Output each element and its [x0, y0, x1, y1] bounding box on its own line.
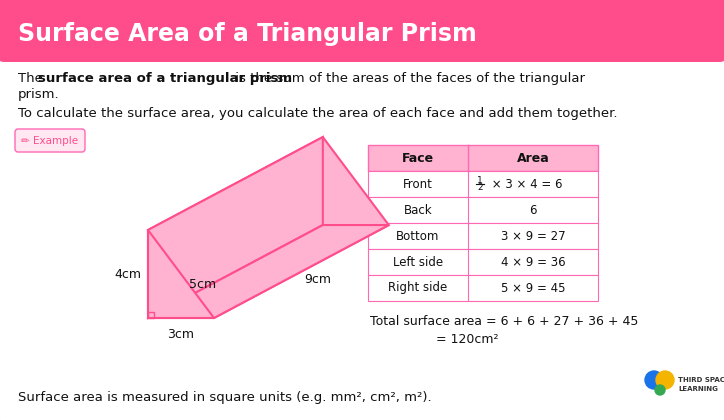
Text: 4 × 9 = 36: 4 × 9 = 36 [501, 255, 565, 268]
Text: 3 × 9 = 27: 3 × 9 = 27 [501, 229, 565, 242]
Circle shape [656, 371, 674, 389]
Text: 4cm: 4cm [114, 268, 141, 281]
Text: 3cm: 3cm [167, 328, 195, 341]
Bar [368, 223, 598, 249]
Text: LEARNING: LEARNING [678, 386, 718, 392]
FancyBboxPatch shape [0, 0, 724, 62]
Text: 5cm: 5cm [190, 278, 216, 291]
Polygon shape [148, 137, 389, 318]
Text: Back: Back [404, 204, 432, 216]
Polygon shape [148, 225, 389, 318]
Polygon shape [148, 137, 323, 318]
Text: 9cm: 9cm [304, 273, 331, 286]
Text: 6: 6 [529, 204, 536, 216]
Text: Total surface area = 6 + 6 + 27 + 36 + 45: Total surface area = 6 + 6 + 27 + 36 + 4… [370, 315, 639, 328]
Text: Face: Face [402, 152, 434, 165]
Circle shape [645, 371, 663, 389]
Bar [368, 275, 598, 301]
Text: 1: 1 [477, 176, 483, 185]
Text: × 3 × 4 = 6: × 3 × 4 = 6 [488, 178, 563, 191]
Text: 2: 2 [477, 183, 483, 192]
Text: Left side: Left side [393, 255, 443, 268]
Text: Surface Area of a Triangular Prism: Surface Area of a Triangular Prism [18, 22, 476, 46]
Text: Right side: Right side [388, 281, 447, 294]
Bar [4, 30, 720, 56]
Text: THIRD SPACE: THIRD SPACE [678, 377, 724, 383]
Text: Bottom: Bottom [396, 229, 439, 242]
Circle shape [655, 385, 665, 395]
Text: is the sum of the areas of the faces of the triangular: is the sum of the areas of the faces of … [231, 72, 585, 85]
Bar [368, 197, 598, 223]
Text: 5 × 9 = 45: 5 × 9 = 45 [501, 281, 565, 294]
Polygon shape [148, 230, 214, 318]
FancyBboxPatch shape [15, 129, 85, 152]
Text: ✏ Example: ✏ Example [22, 136, 79, 145]
Text: prism.: prism. [18, 88, 59, 101]
Text: = 120cm²: = 120cm² [436, 333, 499, 346]
Text: Front: Front [403, 178, 433, 191]
Text: The: The [18, 72, 47, 85]
Text: surface area of a triangular prism: surface area of a triangular prism [38, 72, 292, 85]
Bar [368, 171, 598, 197]
Text: To calculate the surface area, you calculate the area of each face and add them : To calculate the surface area, you calcu… [18, 107, 618, 120]
Text: Surface area is measured in square units (e.g. mm², cm², m²).: Surface area is measured in square units… [18, 391, 432, 404]
Bar [368, 249, 598, 275]
Text: Area: Area [517, 152, 550, 165]
Bar [368, 145, 598, 171]
